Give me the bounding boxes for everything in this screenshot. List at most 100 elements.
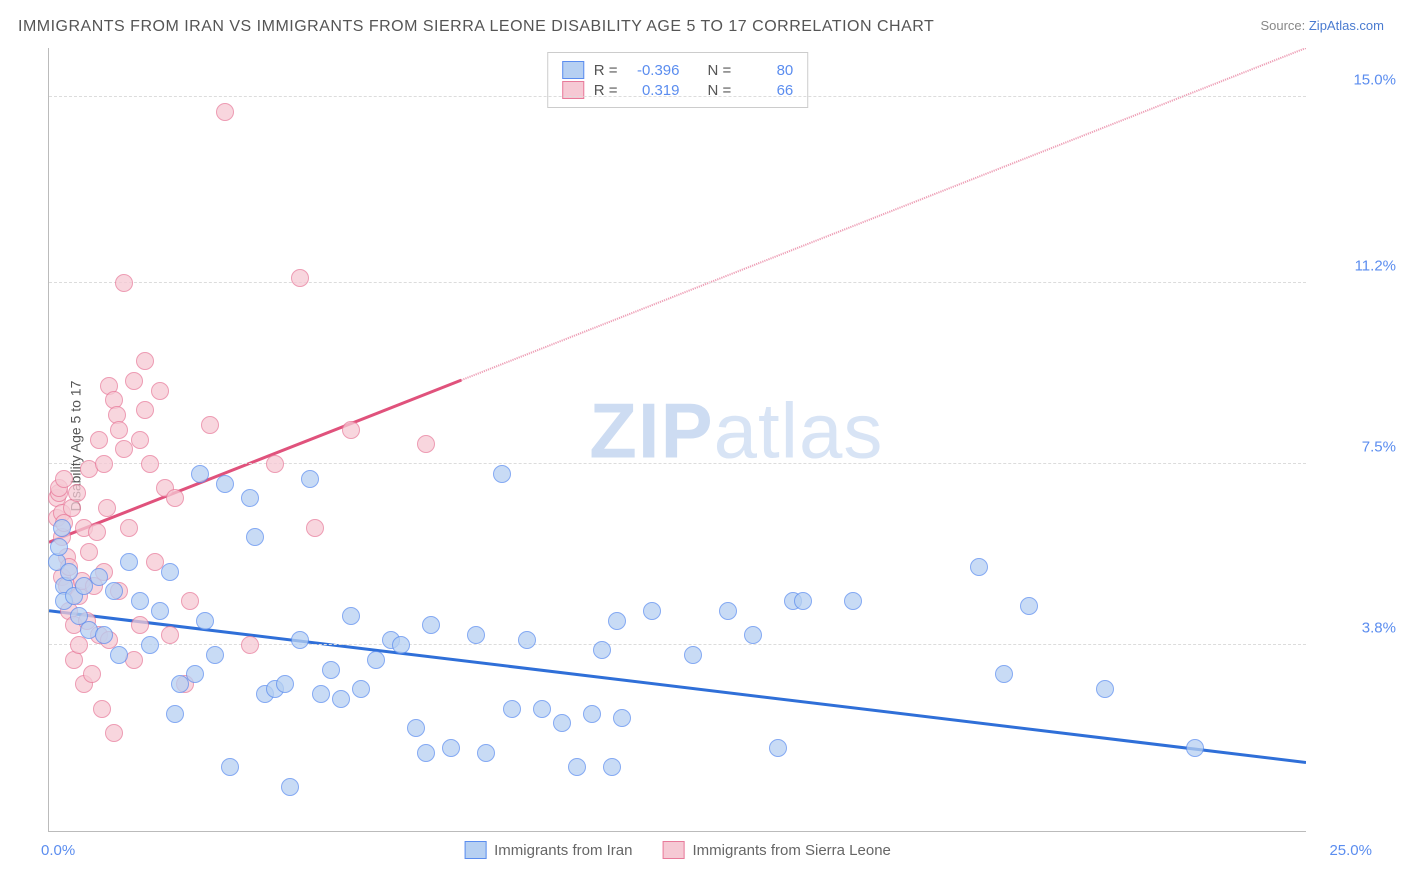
r-value-iran: -0.396 (628, 62, 680, 79)
data-point-iran (95, 626, 113, 644)
data-point-iran (221, 758, 239, 776)
n-value-iran: 80 (741, 62, 793, 79)
data-point-iran (643, 602, 661, 620)
legend-item-sierra-leone: Immigrants from Sierra Leone (662, 841, 890, 859)
data-point-iran (603, 758, 621, 776)
data-point-iran (442, 739, 460, 757)
data-point-sierra_leone (141, 455, 159, 473)
data-point-iran (503, 700, 521, 718)
data-point-iran (60, 563, 78, 581)
y-tick-label: 11.2% (1316, 257, 1396, 274)
data-point-sierra_leone (93, 700, 111, 718)
data-point-iran (312, 685, 330, 703)
data-point-sierra_leone (125, 372, 143, 390)
gridline (49, 96, 1306, 97)
data-point-iran (719, 602, 737, 620)
data-point-iran (186, 665, 204, 683)
data-point-iran (105, 582, 123, 600)
data-point-iran (50, 538, 68, 556)
data-point-iran (151, 602, 169, 620)
data-point-sierra_leone (105, 724, 123, 742)
data-point-iran (794, 592, 812, 610)
y-tick-label: 3.8% (1316, 620, 1396, 637)
data-point-sierra_leone (95, 455, 113, 473)
data-point-iran (53, 519, 71, 537)
data-point-sierra_leone (68, 484, 86, 502)
data-point-iran (367, 651, 385, 669)
gridline (49, 282, 1306, 283)
data-point-sierra_leone (136, 352, 154, 370)
chart-title: IMMIGRANTS FROM IRAN VS IMMIGRANTS FROM … (18, 18, 934, 36)
data-point-iran (407, 719, 425, 737)
data-point-iran (422, 616, 440, 634)
data-point-sierra_leone (110, 421, 128, 439)
data-point-iran (493, 465, 511, 483)
data-point-iran (583, 705, 601, 723)
data-point-iran (553, 714, 571, 732)
data-point-iran (276, 675, 294, 693)
data-point-sierra_leone (161, 626, 179, 644)
correlation-stats-legend: R = -0.396 N = 80 R = 0.319 N = 66 (547, 52, 809, 108)
data-point-sierra_leone (83, 665, 101, 683)
source-attribution: Source: ZipAtlas.com (1260, 18, 1384, 33)
legend-item-iran: Immigrants from Iran (464, 841, 632, 859)
data-point-sierra_leone (201, 416, 219, 434)
data-point-sierra_leone (306, 519, 324, 537)
data-point-iran (141, 636, 159, 654)
data-point-iran (467, 626, 485, 644)
data-point-iran (131, 592, 149, 610)
gridline (49, 463, 1306, 464)
data-point-iran (301, 470, 319, 488)
legend-swatch-sierra-leone (662, 841, 684, 859)
data-point-iran (568, 758, 586, 776)
data-point-iran (161, 563, 179, 581)
data-point-sierra_leone (90, 431, 108, 449)
data-point-iran (533, 700, 551, 718)
data-point-iran (1186, 739, 1204, 757)
data-point-iran (844, 592, 862, 610)
source-prefix: Source: (1260, 18, 1308, 33)
series-legend: Immigrants from Iran Immigrants from Sie… (464, 841, 891, 859)
data-point-sierra_leone (181, 592, 199, 610)
data-point-iran (477, 744, 495, 762)
data-point-iran (392, 636, 410, 654)
gridline (49, 644, 1306, 645)
data-point-sierra_leone (120, 519, 138, 537)
data-point-iran (342, 607, 360, 625)
data-point-iran (1020, 597, 1038, 615)
legend-label-iran: Immigrants from Iran (494, 842, 632, 859)
data-point-sierra_leone (216, 103, 234, 121)
data-point-sierra_leone (80, 543, 98, 561)
data-point-sierra_leone (88, 523, 106, 541)
data-point-iran (352, 680, 370, 698)
data-point-iran (613, 709, 631, 727)
data-point-sierra_leone (55, 470, 73, 488)
data-point-iran (518, 631, 536, 649)
n-label: N = (708, 62, 732, 79)
data-point-iran (1096, 680, 1114, 698)
x-tick-max: 25.0% (1329, 842, 1372, 859)
data-point-iran (995, 665, 1013, 683)
data-point-iran (281, 778, 299, 796)
y-tick-label: 7.5% (1316, 438, 1396, 455)
data-point-iran (970, 558, 988, 576)
data-point-iran (417, 744, 435, 762)
data-point-iran (206, 646, 224, 664)
data-point-iran (322, 661, 340, 679)
data-point-iran (110, 646, 128, 664)
data-point-iran (332, 690, 350, 708)
data-point-iran (90, 568, 108, 586)
legend-swatch-iran (464, 841, 486, 859)
data-point-iran (191, 465, 209, 483)
data-point-sierra_leone (131, 616, 149, 634)
data-point-iran (608, 612, 626, 630)
r-label: R = (594, 62, 618, 79)
data-point-sierra_leone (166, 489, 184, 507)
stats-row-iran: R = -0.396 N = 80 (562, 61, 794, 79)
source-link[interactable]: ZipAtlas.com (1309, 18, 1384, 33)
scatter-plot-area: ZIPatlas R = -0.396 N = 80 R = 0.319 N =… (48, 48, 1306, 832)
data-point-iran (241, 489, 259, 507)
y-tick-label: 15.0% (1316, 71, 1396, 88)
data-point-iran (216, 475, 234, 493)
data-point-iran (593, 641, 611, 659)
